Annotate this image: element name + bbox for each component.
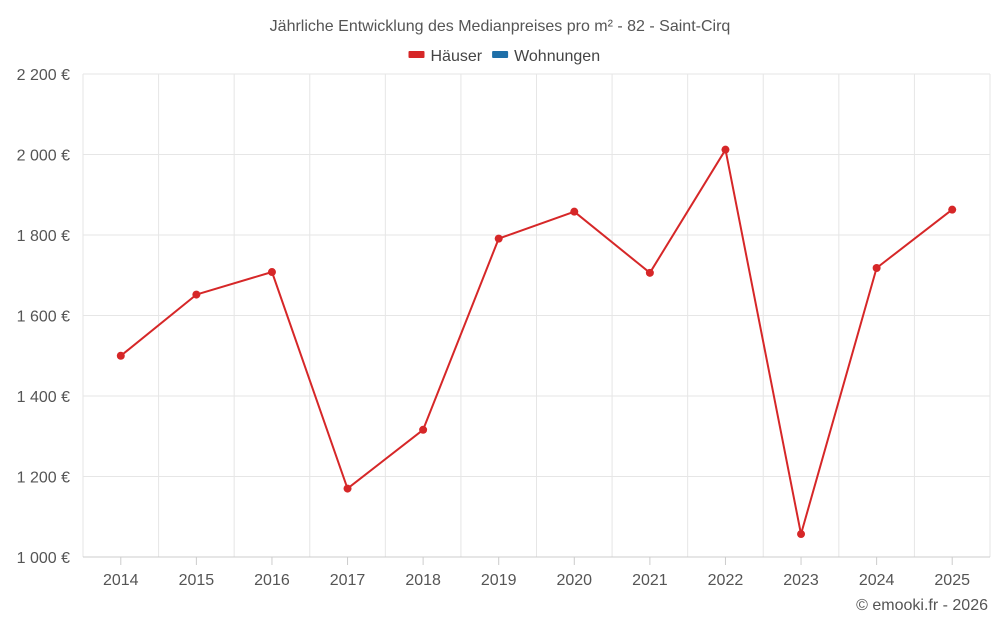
grid xyxy=(82,73,991,557)
x-tick-label: 2024 xyxy=(859,572,895,589)
axes: 1 000 € 1 200 € 1 400 € 1 600 € 1 800 € 2 000… xyxy=(17,67,990,589)
data-point xyxy=(570,207,579,216)
y-tick-label: 2 000 € xyxy=(17,148,70,165)
x-tick-label: 2017 xyxy=(330,572,366,589)
x-tick-label: 2020 xyxy=(556,572,592,589)
legend-label: Wohnungen xyxy=(514,48,600,65)
x-tick-label: 2015 xyxy=(179,572,215,589)
data-point xyxy=(192,290,201,299)
legend-item[interactable]: Wohnungen xyxy=(492,48,600,65)
credit-text: © emooki.fr - 2026 xyxy=(856,597,988,614)
x-tick-label: 2018 xyxy=(405,572,441,589)
data-point xyxy=(494,234,503,243)
x-tick-label: 2019 xyxy=(481,572,517,589)
data-point xyxy=(267,268,276,277)
x-tick-label: 2022 xyxy=(708,572,744,589)
y-tick-label: 1 000 € xyxy=(17,550,70,567)
x-tick-label: 2021 xyxy=(632,572,668,589)
y-tick-label: 1 800 € xyxy=(17,228,70,245)
legend-item[interactable]: Häuser xyxy=(408,48,483,65)
x-tick-label: 2025 xyxy=(934,572,970,589)
series xyxy=(116,145,957,539)
data-point xyxy=(343,484,352,493)
chart-title: Jährliche Entwicklung des Medianpreises … xyxy=(270,18,731,35)
y-tick-label: 1 600 € xyxy=(17,309,70,326)
data-point xyxy=(797,530,806,539)
x-tick-label: 2014 xyxy=(103,572,139,589)
legend[interactable]: Häuser Wohnungen xyxy=(408,48,601,65)
data-point xyxy=(116,351,125,360)
legend-label: Häuser xyxy=(431,48,483,65)
legend-swatch xyxy=(408,51,425,58)
y-tick-label: 1 200 € xyxy=(17,470,70,487)
series-line-1 xyxy=(120,148,953,536)
data-point xyxy=(872,264,881,273)
x-tick-label: 2023 xyxy=(783,572,819,589)
data-point xyxy=(948,205,957,214)
data-point xyxy=(419,425,428,434)
y-tick-label: 2 200 € xyxy=(17,67,70,84)
x-tick-label: 2016 xyxy=(254,572,290,589)
data-point xyxy=(721,145,730,154)
legend-swatch xyxy=(492,51,509,58)
y-tick-label: 1 400 € xyxy=(17,389,70,406)
data-point xyxy=(645,268,654,277)
